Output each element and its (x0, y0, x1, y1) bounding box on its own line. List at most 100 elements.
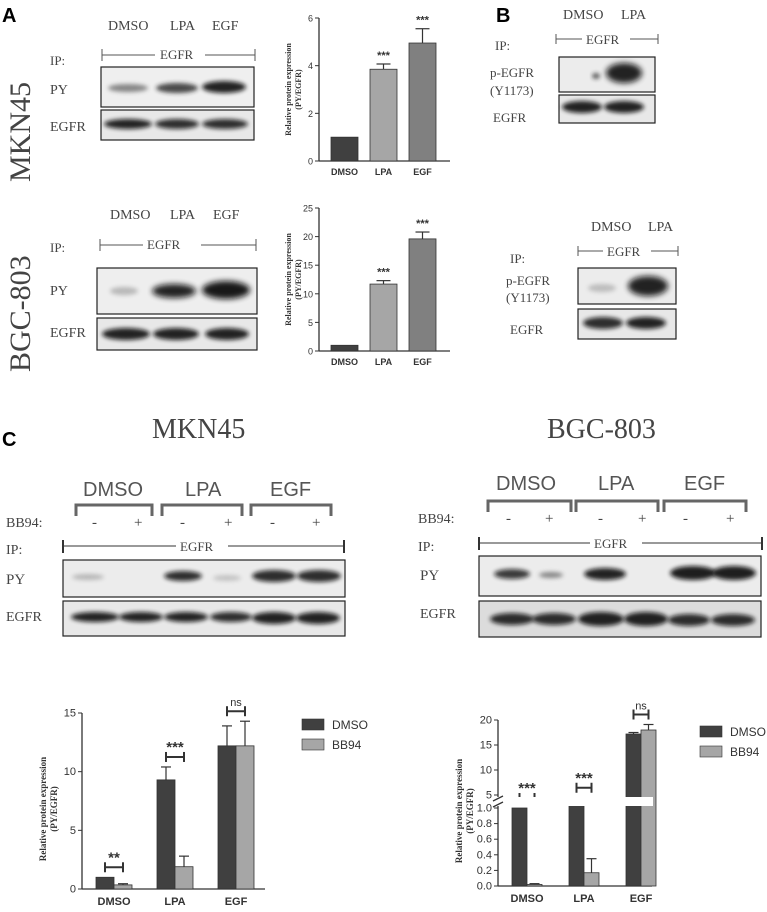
y-tick-label: 15 (480, 740, 492, 752)
y-axis-label: Relative protein expression(PY/EGFR) (284, 233, 303, 326)
band (202, 119, 248, 129)
band (606, 63, 642, 83)
legend-swatch-bb94 (301, 738, 325, 751)
band (71, 612, 119, 622)
bar-bb94-egf (235, 745, 255, 890)
band (164, 571, 202, 581)
y-tick-label: 0 (308, 157, 313, 167)
band (72, 574, 104, 580)
chart-c-bgc: 0.0 0.2 0.4 0.6 0.8 1.05 10 15 20 Relative protei… (454, 701, 766, 906)
bar-dmso-lpa (568, 798, 585, 887)
x-tick-label: LPA (164, 896, 185, 908)
legend-swatch-bb94 (699, 745, 723, 758)
y-tick-label: 20 (480, 715, 492, 727)
band (297, 570, 341, 582)
y-tick-label: 0.8 (477, 818, 492, 830)
sign: + (134, 515, 142, 531)
sign: + (726, 511, 734, 527)
y-tick-label: 1.0 (477, 803, 492, 815)
sign: - (506, 511, 511, 527)
band (539, 572, 563, 578)
lane-label-dmso: DMSO (110, 208, 150, 223)
lane-label-lpa: LPA (621, 8, 647, 23)
y-axis-label: Relative protein expression(PY/EGFR) (38, 757, 59, 861)
sign: - (683, 511, 688, 527)
band (626, 317, 666, 329)
band (252, 570, 296, 582)
panel-c-bgc-blot: BGC-803 DMSO LPA EGF BB94: - + - + - + I… (418, 414, 763, 638)
legend-label-bb94: BB94 (332, 738, 362, 752)
band (202, 281, 250, 299)
x-tick-label: EGF (413, 167, 432, 177)
ip-text-bg (143, 237, 201, 251)
ip-target: EGFR (147, 237, 181, 252)
panel-c-mkn45-blot: MKN45 DMSO LPA EGF BB94: - + - + - + IP:… (6, 414, 346, 637)
sign: - (92, 515, 97, 531)
bar-dmso (330, 344, 359, 352)
panel-title: MKN45 (152, 414, 245, 445)
significance-label: ns (230, 697, 242, 709)
legend-swatch-dmso (301, 718, 325, 731)
row-label-egfr: EGFR (50, 326, 86, 341)
ip-text-bg (582, 32, 630, 46)
y-axis-label: Relative protein expression(PY/EGFR) (454, 759, 475, 863)
sign: + (224, 515, 232, 531)
chart-a-bgc: 0 5 10 15 20 25 Relative protein expression(PY… (284, 204, 450, 367)
band (210, 612, 252, 622)
row-label-pegfr: p-EGFR (506, 273, 550, 288)
ip-label: IP: (495, 38, 510, 53)
sign: - (598, 511, 603, 527)
panel-b-bottom-blot: DMSO LPA IP: EGFR p-EGFR (Y1173) EGFR (506, 220, 679, 340)
axis-break-mark (492, 801, 504, 808)
ip-label: IP: (50, 53, 65, 68)
y-tick-label: 0.2 (477, 865, 492, 877)
band (213, 575, 241, 581)
band (110, 287, 138, 295)
group-label-dmso: DMSO (496, 473, 556, 495)
band (578, 612, 624, 626)
bar-bb94-lpa (583, 872, 600, 887)
band (296, 612, 340, 624)
band (624, 612, 668, 626)
y-tick-label: 2 (308, 109, 313, 119)
bar-dmso-dmso (511, 807, 528, 887)
y-tick-label: 0.6 (477, 834, 492, 846)
x-tick-label: LPA (375, 357, 393, 367)
row-label-py: PY (50, 284, 68, 299)
legend-label-bb94: BB94 (730, 745, 760, 759)
bar-lpa (369, 283, 398, 352)
ip-label: IP: (6, 543, 22, 558)
axis-break-mark (492, 795, 504, 802)
y-tick-label: 10 (480, 765, 492, 777)
row-label-py: PY (6, 572, 25, 588)
panel-label-b: B (496, 5, 510, 27)
row-label-py: PY (50, 83, 68, 98)
row-label-py: PY (420, 568, 439, 584)
band (164, 612, 208, 622)
y-tick-label: 0.0 (477, 881, 492, 893)
y-tick-label: 5 (70, 825, 76, 837)
significance-label: *** (575, 770, 593, 787)
lane-label-egf: EGF (213, 208, 240, 223)
bar-bb94-dmso (113, 884, 133, 890)
x-tick-label: EGF (630, 893, 653, 905)
ip-target: EGFR (594, 536, 628, 551)
significance-label: ns (635, 701, 647, 713)
bar-bb94-egf (640, 729, 657, 887)
y-tick-label: 25 (303, 204, 313, 214)
bar-dmso-egf (625, 733, 642, 887)
group-bracket-egf (662, 499, 748, 512)
band (628, 276, 668, 296)
row-label-egfr: EGFR (6, 610, 42, 625)
x-tick-label: DMSO (331, 167, 358, 177)
significance-label: *** (377, 267, 391, 279)
band (583, 317, 623, 329)
band (490, 613, 534, 625)
panel-a-bgc-blot: BGC-803 DMSO LPA EGF IP: EGFR PY EGFR (4, 208, 258, 372)
panel-title: BGC-803 (547, 414, 656, 445)
group-label-lpa: LPA (185, 479, 222, 501)
significance-label: *** (416, 218, 430, 230)
ip-target: EGFR (607, 244, 641, 259)
band (494, 569, 530, 579)
